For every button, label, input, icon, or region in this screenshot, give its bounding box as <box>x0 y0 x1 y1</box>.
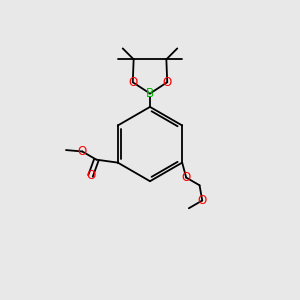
Text: B: B <box>146 87 154 100</box>
Text: O: O <box>182 171 191 184</box>
Text: O: O <box>78 145 87 158</box>
Text: O: O <box>163 76 172 89</box>
Text: O: O <box>128 76 137 89</box>
Text: O: O <box>86 169 95 182</box>
Text: O: O <box>198 194 207 207</box>
